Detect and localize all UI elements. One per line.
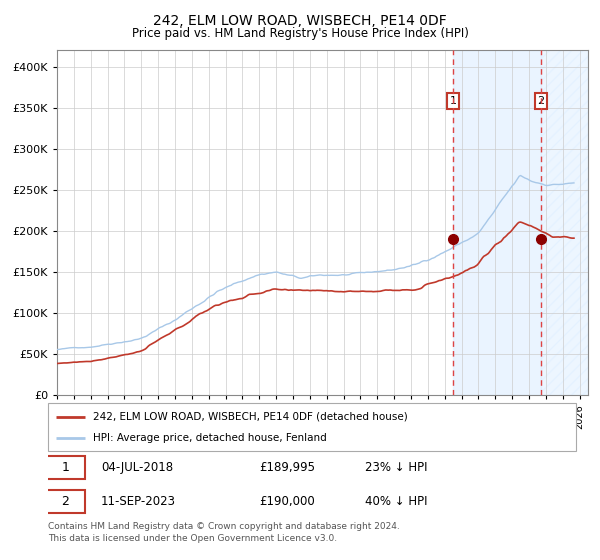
Text: 2: 2: [61, 494, 70, 508]
FancyBboxPatch shape: [48, 403, 576, 451]
Text: HPI: Average price, detached house, Fenland: HPI: Average price, detached house, Fenl…: [93, 433, 326, 444]
Text: 242, ELM LOW ROAD, WISBECH, PE14 0DF: 242, ELM LOW ROAD, WISBECH, PE14 0DF: [153, 14, 447, 28]
Text: £190,000: £190,000: [259, 494, 315, 508]
FancyBboxPatch shape: [46, 489, 85, 513]
Bar: [541, 50, 588, 395]
Bar: [453, 50, 541, 395]
Text: 2: 2: [538, 96, 545, 106]
Text: 40% ↓ HPI: 40% ↓ HPI: [365, 494, 427, 508]
Text: 1: 1: [449, 96, 457, 106]
Text: 04-JUL-2018: 04-JUL-2018: [101, 461, 173, 474]
Text: Contains HM Land Registry data © Crown copyright and database right 2024.
This d: Contains HM Land Registry data © Crown c…: [48, 522, 400, 543]
Text: 242, ELM LOW ROAD, WISBECH, PE14 0DF (detached house): 242, ELM LOW ROAD, WISBECH, PE14 0DF (de…: [93, 412, 407, 422]
Text: £189,995: £189,995: [259, 461, 315, 474]
Text: 11-SEP-2023: 11-SEP-2023: [101, 494, 176, 508]
Text: 1: 1: [61, 461, 70, 474]
FancyBboxPatch shape: [46, 456, 85, 479]
Text: Price paid vs. HM Land Registry's House Price Index (HPI): Price paid vs. HM Land Registry's House …: [131, 27, 469, 40]
Text: 23% ↓ HPI: 23% ↓ HPI: [365, 461, 427, 474]
